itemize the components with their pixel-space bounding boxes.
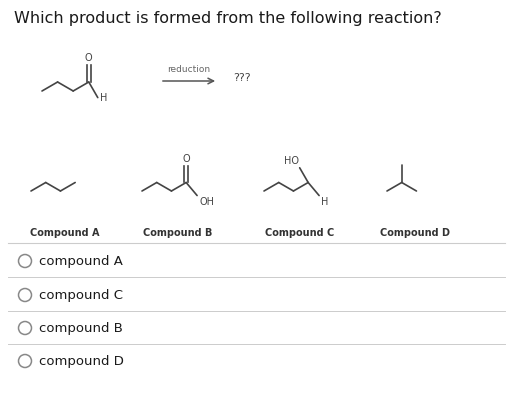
- Text: H: H: [321, 196, 328, 206]
- Text: H: H: [100, 92, 107, 103]
- Circle shape: [18, 254, 31, 268]
- Text: HO: HO: [284, 156, 299, 166]
- Text: ???: ???: [233, 73, 251, 83]
- Text: O: O: [85, 53, 92, 63]
- Text: Compound C: Compound C: [265, 228, 334, 238]
- Circle shape: [18, 289, 31, 302]
- Text: Which product is formed from the following reaction?: Which product is formed from the followi…: [14, 11, 442, 26]
- Text: Compound D: Compound D: [380, 228, 450, 238]
- Text: OH: OH: [199, 196, 214, 206]
- Text: O: O: [182, 155, 190, 164]
- Text: compound C: compound C: [39, 289, 123, 302]
- Text: compound A: compound A: [39, 254, 123, 268]
- Text: compound B: compound B: [39, 321, 123, 335]
- Text: reduction: reduction: [167, 65, 210, 74]
- Circle shape: [18, 355, 31, 367]
- Text: Compound B: Compound B: [143, 228, 213, 238]
- Text: compound D: compound D: [39, 355, 124, 367]
- Circle shape: [18, 321, 31, 335]
- Text: Compound A: Compound A: [30, 228, 100, 238]
